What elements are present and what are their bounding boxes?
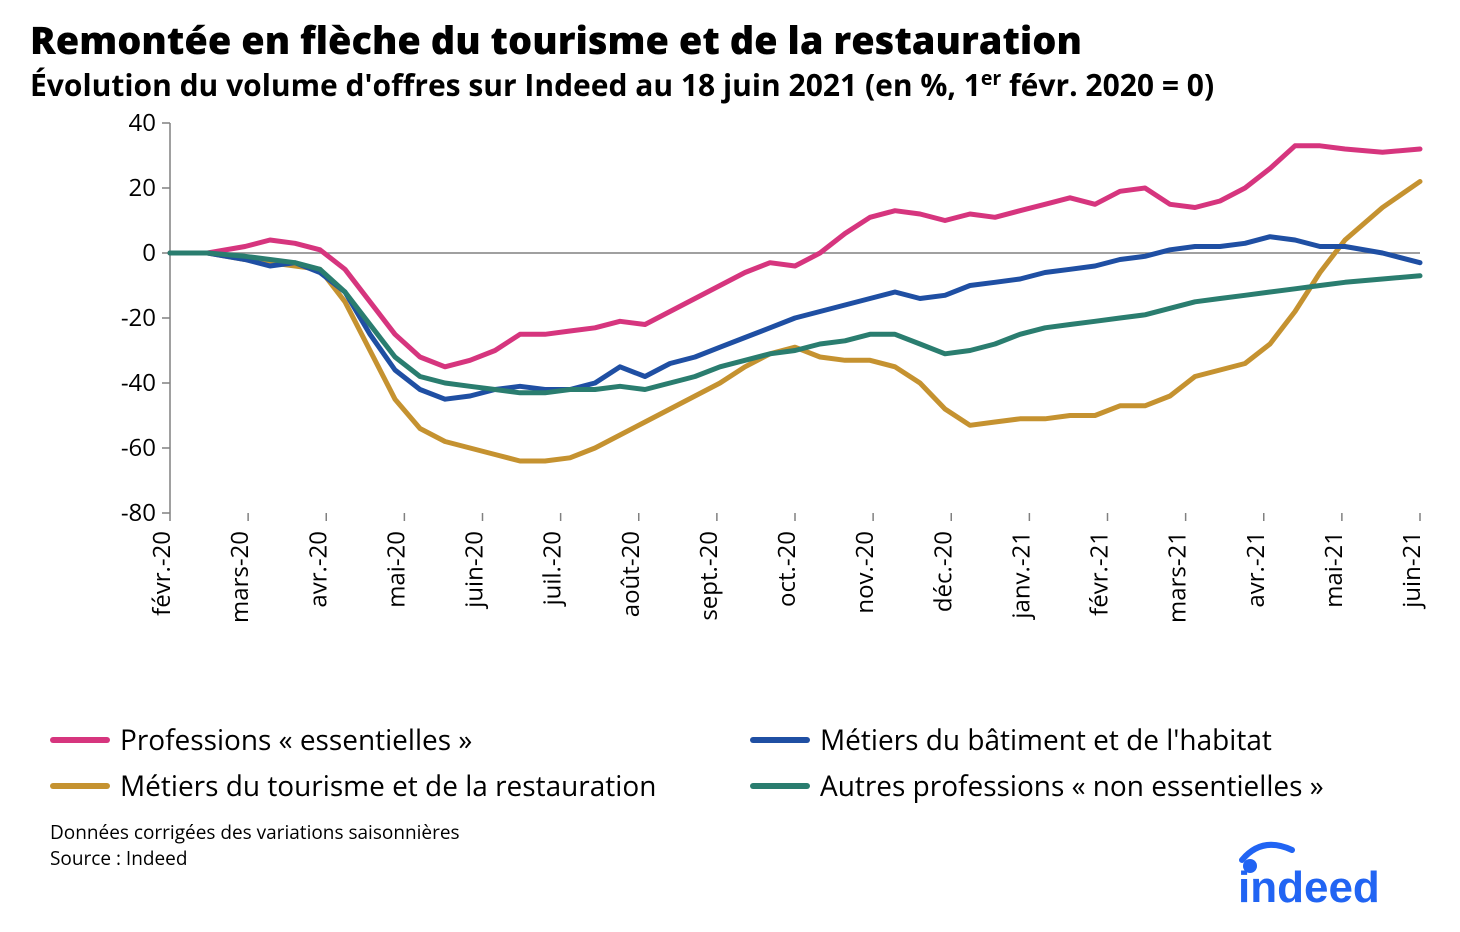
legend-swatch <box>750 737 810 743</box>
legend-label: Métiers du tourisme et de la restauratio… <box>120 767 656 805</box>
svg-text:juin-20: juin-20 <box>458 531 491 610</box>
chart-area: -80 -60 -40 -20 0 20 40 févr.-20 mars-20 avr.-20 m… <box>30 113 1430 703</box>
indeed-logo: indeed <box>1222 840 1422 910</box>
svg-text:mai-21: mai-21 <box>1317 531 1350 608</box>
indeed-logo-text: indeed <box>1238 863 1380 910</box>
legend-label: Professions « essentielles » <box>120 721 472 759</box>
series-tourisme <box>170 181 1420 461</box>
chart-subtitle: Évolution du volume d'offres sur Indeed … <box>30 66 1430 103</box>
svg-text:mai-20: mai-20 <box>379 531 412 608</box>
legend-label: Autres professions « non essentielles » <box>820 767 1324 805</box>
svg-text:janv.-21: janv.-21 <box>1004 531 1037 621</box>
svg-text:août-20: août-20 <box>614 531 647 617</box>
footnotes: Données corrigées des variations saisonn… <box>30 811 1430 872</box>
subtitle-sup: er <box>981 64 1001 91</box>
svg-text:avr.-21: avr.-21 <box>1239 531 1272 608</box>
series-essentielles <box>170 146 1420 367</box>
line-chart-svg: -80 -60 -40 -20 0 20 40 févr.-20 mars-20 avr.-20 m… <box>30 113 1430 703</box>
svg-text:févr.-20: févr.-20 <box>145 531 178 616</box>
legend-swatch <box>50 737 110 743</box>
svg-text:-60: -60 <box>121 431 156 464</box>
svg-text:sept.-20: sept.-20 <box>692 531 725 621</box>
legend: Professions « essentielles » Métiers du b… <box>30 703 1430 811</box>
subtitle-pre: Évolution du volume d'offres sur Indeed … <box>30 64 981 105</box>
svg-text:déc.-20: déc.-20 <box>926 531 959 612</box>
svg-text:juin-21: juin-21 <box>1395 531 1428 610</box>
legend-item-essentielles: Professions « essentielles » <box>50 721 730 759</box>
svg-text:juil.-20: juil.-20 <box>536 531 569 607</box>
svg-text:40: 40 <box>129 113 156 139</box>
svg-text:mars-21: mars-21 <box>1161 531 1194 623</box>
legend-item-autres: Autres professions « non essentielles » <box>750 767 1430 805</box>
legend-item-tourisme: Métiers du tourisme et de la restauratio… <box>50 767 730 805</box>
legend-item-batiment: Métiers du bâtiment et de l'habitat <box>750 721 1430 759</box>
series-batiment <box>170 236 1420 399</box>
svg-text:mars-20: mars-20 <box>223 531 256 623</box>
svg-text:nov.-20: nov.-20 <box>848 531 881 614</box>
svg-text:20: 20 <box>129 171 156 204</box>
legend-swatch <box>750 783 810 789</box>
svg-text:-40: -40 <box>121 366 156 399</box>
svg-text:oct.-20: oct.-20 <box>770 531 803 607</box>
legend-label: Métiers du bâtiment et de l'habitat <box>820 721 1272 759</box>
svg-text:-80: -80 <box>121 496 156 529</box>
chart-frame: Remontée en flèche du tourisme et de la … <box>0 0 1460 932</box>
legend-swatch <box>50 783 110 789</box>
svg-text:0: 0 <box>142 236 156 269</box>
chart-title: Remontée en flèche du tourisme et de la … <box>30 20 1430 62</box>
svg-text:avr.-20: avr.-20 <box>301 531 334 608</box>
svg-text:-20: -20 <box>121 301 156 334</box>
svg-text:févr.-21: févr.-21 <box>1083 531 1116 616</box>
subtitle-post: févr. 2020 = 0) <box>1001 64 1214 105</box>
